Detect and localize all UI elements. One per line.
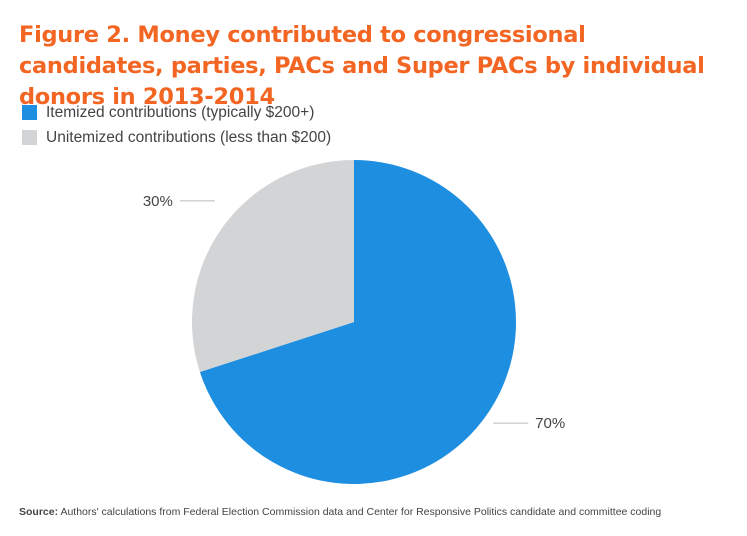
chart-legend: Itemized contributions (typically $200+)… (22, 100, 331, 150)
pie-data-label-itemized: 70% (535, 415, 565, 432)
source-label: Source: (19, 506, 59, 518)
pie-slice-unitemized (192, 160, 354, 373)
pie-data-label-unitemized: 30% (143, 193, 173, 210)
legend-item-unitemized: Unitemized contributions (less than $200… (22, 125, 331, 150)
legend-label-itemized: Itemized contributions (typically $200+) (46, 103, 315, 121)
legend-label-unitemized: Unitemized contributions (less than $200… (46, 128, 332, 146)
legend-swatch-unitemized (22, 130, 37, 145)
chart-title: Figure 2. Money contributed to congressi… (19, 22, 705, 110)
pie-slice-itemized (199, 160, 517, 484)
legend-swatch-itemized (22, 105, 37, 120)
legend-item-itemized: Itemized contributions (typically $200+) (22, 100, 331, 125)
source-text: Authors' calculations from Federal Elect… (60, 506, 662, 518)
source-note: Source: Authors' calculations from Feder… (19, 506, 661, 518)
